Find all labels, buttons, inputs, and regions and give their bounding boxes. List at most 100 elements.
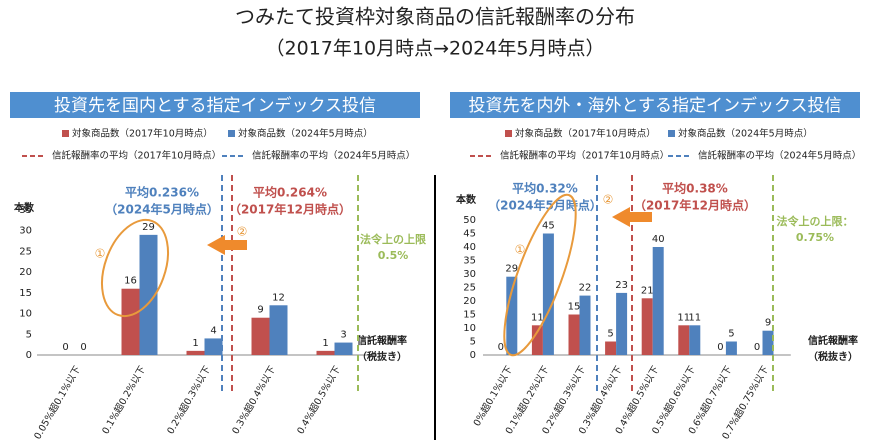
data-label: 22 [579,283,592,294]
data-label: 29 [505,264,518,275]
bar [531,325,543,355]
page-subtitle: （2017年10月時点→2024年5月時点） [266,38,605,60]
bar [579,295,591,355]
bar [506,276,518,355]
data-label: 23 [615,280,628,291]
x-axis-label: 信託報酬率 [808,334,858,347]
legend-label: 信託報酬率の平均（2024年5月時点） [252,150,415,162]
legend-label: 信託報酬率の平均（2017年10月時点） [500,150,669,162]
limit-label: 法令上の上限 [360,232,426,246]
y-tick-label: 35 [463,256,476,267]
y-tick-label: 20 [19,267,32,278]
x-tick-label: 0%超0.1%以下 [471,364,515,429]
y-tick-label: 20 [463,296,476,307]
average-note: （2017年12月時点） [634,198,756,213]
data-label: 16 [124,276,137,287]
data-label: 0 [717,342,723,353]
legend-swatch [668,130,675,137]
data-label: 45 [542,221,555,232]
bar [334,342,353,355]
average-label: 平均0.32% [512,181,578,196]
bar [542,233,554,355]
legend-swatch [62,130,69,137]
data-label: 0 [754,342,760,353]
bar [316,350,335,355]
y-tick-label: 45 [463,229,476,240]
x-tick-label: 0.2%超0.3%以下 [164,364,213,436]
y-tick-label: 0 [26,350,32,361]
legend-label: 対象商品数（2017年10月時点） [515,128,656,140]
bar [641,298,653,355]
panel-header [10,92,420,118]
y-tick-label: 30 [19,226,32,237]
panel-header [450,92,860,118]
data-label: 29 [142,222,155,233]
annotation: ② [603,193,614,207]
average-note: （2017年12月時点） [229,202,351,217]
arrow [612,207,652,227]
legend-label: 信託報酬率の平均（2024年5月時点） [698,150,861,162]
bar [689,325,701,355]
legend-swatch [228,130,235,137]
bar [139,234,158,355]
limit-label: 法令上の上限： [777,214,854,228]
data-label: 11 [677,312,690,323]
bar [678,325,690,355]
x-tick-label: 0.1%超0.2%以下 [99,364,148,436]
highlight-ellipse [101,218,169,318]
annotation: ① [515,243,526,257]
y-tick-label: 5 [470,337,476,348]
average-label: 平均0.38% [662,181,728,196]
data-label: 3 [340,330,346,341]
legend-label: 対象商品数（2017年10月時点） [72,128,213,140]
bar [616,292,628,355]
data-label: 40 [652,234,665,245]
data-label: 1 [192,338,198,349]
x-axis-label: 信託報酬率 [357,334,407,347]
bar [251,317,270,355]
y-tick-label: 15 [463,310,476,321]
y-tick-label: 5 [26,329,32,340]
y-tick-label: 10 [19,309,32,320]
x-tick-label: 0.3%超0.4%以下 [229,364,278,436]
bar [568,314,580,355]
y-tick-label: 25 [463,283,476,294]
annotation: ① [95,247,106,261]
x-axis-note: （税抜き） [357,350,407,363]
x-axis-note: （税抜き） [808,350,858,363]
data-label: 1 [322,338,328,349]
bar [186,350,205,355]
bar [725,341,737,355]
limit-note: 0.5% [378,249,409,262]
y-tick-label: 15 [19,288,32,299]
y-tick-label: 0 [470,350,476,361]
data-label: 0 [80,342,86,353]
y-axis-label: 本数 [456,193,477,206]
legend-swatch [505,130,512,137]
average-note: （2024年5月時点） [105,202,219,217]
average-label: 平均0.264% [253,185,327,200]
y-axis-label: 本数 [14,201,35,214]
highlight-ellipse [503,193,577,357]
bar [121,288,140,355]
panel-title: 投資先を国内とする指定インデックス投信 [54,95,376,116]
legend-label: 対象商品数（2024年5月時点） [678,128,813,140]
page-title: つみたて投資枠対象商品の信託報酬率の分布 [235,5,635,29]
data-label: 11 [531,312,544,323]
data-label: 9 [765,318,771,329]
legend-label: 対象商品数（2024年5月時点） [238,128,373,140]
bar [762,330,774,355]
y-tick-label: 25 [19,246,32,257]
bar [605,341,617,355]
data-label: 9 [257,305,263,316]
data-label: 4 [210,325,216,336]
y-tick-label: 10 [463,323,476,334]
y-tick-label: 40 [463,242,476,253]
data-label: 21 [641,285,654,296]
y-tick-label: 30 [463,269,476,280]
bar [204,338,223,355]
data-label: 15 [568,302,581,313]
data-label: 11 [688,312,701,323]
data-label: 12 [272,292,285,303]
